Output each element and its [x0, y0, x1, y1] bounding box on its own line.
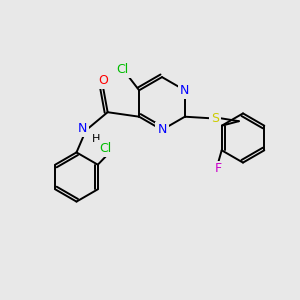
- Text: N: N: [157, 123, 167, 136]
- Text: F: F: [214, 162, 222, 176]
- Text: N: N: [78, 122, 87, 136]
- Text: N: N: [180, 84, 190, 97]
- Text: H: H: [92, 134, 101, 144]
- Text: Cl: Cl: [116, 63, 129, 76]
- Text: Cl: Cl: [100, 142, 112, 155]
- Text: S: S: [211, 112, 219, 125]
- Text: O: O: [98, 74, 108, 88]
